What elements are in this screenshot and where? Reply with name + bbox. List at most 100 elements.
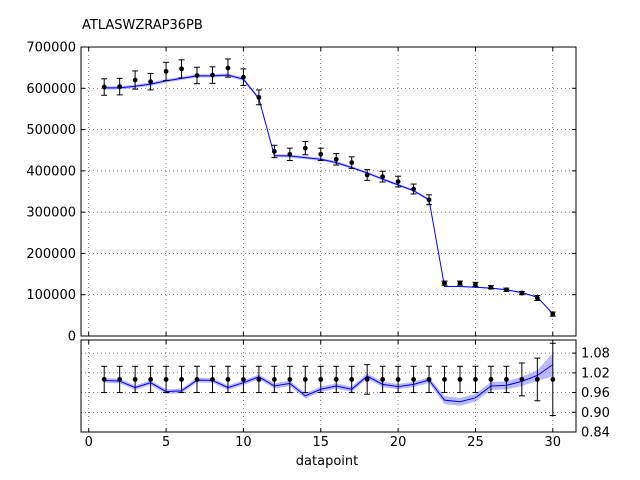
main-data-point — [426, 197, 432, 203]
ratio-data-point — [302, 377, 308, 382]
main-y-tick-label: 600000 — [26, 82, 76, 97]
x-tick-label: 5 — [162, 435, 170, 450]
main-data-point — [302, 145, 308, 151]
ratio-data-point — [241, 377, 246, 382]
ratio-data-point — [271, 377, 277, 382]
ratio-y-tick-label: 1.08 — [581, 347, 610, 362]
ratio-data-point — [132, 377, 138, 382]
ratio-data-point — [488, 377, 494, 382]
x-tick-label: 20 — [390, 435, 407, 450]
ratio-data-point — [473, 377, 478, 382]
main-y-tick-label: 100000 — [26, 288, 76, 303]
main-y-tick-label: 0 — [68, 330, 76, 345]
main-data-point — [287, 151, 293, 157]
main-data-point — [163, 68, 169, 74]
main-y-tick-label: 200000 — [26, 247, 76, 262]
ratio-data-point — [550, 377, 556, 382]
main-data-point — [364, 172, 370, 178]
main-data-point — [179, 66, 184, 72]
main-data-point — [117, 84, 123, 90]
main-data-point — [473, 281, 478, 287]
ratio-data-point — [426, 377, 432, 382]
main-data-point — [380, 174, 386, 180]
ratio-data-point — [534, 377, 540, 382]
main-data-point — [256, 94, 262, 100]
x-axis-label: datapoint — [296, 454, 358, 469]
main-theory-band — [104, 73, 553, 315]
ratio-theory-band-area — [104, 352, 553, 406]
ratio-data-point — [457, 377, 463, 382]
main-theory-line — [104, 74, 554, 315]
ratio-data-point — [163, 377, 169, 382]
ratio-theory-line — [104, 364, 554, 403]
main-y-tick-label: 500000 — [26, 123, 76, 138]
chart-title: ATLASWZRAP36PB — [82, 18, 203, 33]
ratio-plot-frame — [80, 339, 577, 433]
ratio-data-point — [318, 377, 324, 382]
ratio-data-point — [179, 377, 184, 382]
ratio-data-point — [287, 377, 293, 382]
x-tick-label: 25 — [467, 435, 484, 450]
ratio-y-tick-label: 1.02 — [581, 366, 610, 381]
main-data-point — [550, 311, 556, 317]
ratio-data-point — [364, 377, 370, 382]
main-data-point — [457, 280, 463, 286]
ratio-data-point — [395, 377, 401, 382]
main-y-ticks: 0 100000 200000 300000 400000 500000 600000 700… — [26, 41, 576, 345]
main-theory-line — [104, 74, 554, 315]
main-data-points — [101, 58, 556, 317]
ratio-data-point — [349, 377, 355, 382]
ratio-panel: 0.84 0.90 0.96 1.02 1.08 0 5 10 15 20 25 30 — [80, 339, 610, 450]
ratio-data-point — [194, 377, 200, 382]
ratio-data-point — [148, 377, 154, 382]
ratio-data-point — [117, 377, 123, 382]
x-tick-label: 0 — [85, 435, 93, 450]
main-y-tick-label: 300000 — [26, 206, 76, 221]
ratio-data-point — [442, 377, 447, 382]
main-data-point — [241, 74, 246, 80]
ratio-theory-band — [104, 352, 553, 406]
main-data-point — [101, 84, 107, 90]
main-data-point — [442, 280, 447, 286]
ratio-data-point — [411, 377, 416, 382]
main-y-tick-label: 700000 — [26, 41, 76, 56]
main-data-point — [225, 65, 231, 71]
ratio-data-point — [101, 377, 107, 382]
main-data-point — [395, 179, 401, 184]
main-data-point — [210, 72, 215, 78]
main-data-point — [318, 151, 324, 157]
ratio-theory-line — [104, 364, 554, 403]
main-theory-band-area — [104, 73, 553, 315]
main-panel: 0 100000 200000 300000 400000 500000 600000 700… — [26, 41, 577, 345]
main-data-point — [488, 284, 494, 290]
ratio-data-point — [519, 377, 525, 382]
ratio-y-tick-label: 0.96 — [581, 386, 610, 401]
main-data-point — [333, 156, 339, 162]
ratio-y-ticks: 0.84 0.90 0.96 1.02 1.08 — [572, 347, 610, 441]
ratio-y-tick-label: 0.84 — [581, 426, 610, 441]
ratio-y-tick-label: 0.90 — [581, 406, 610, 421]
ratio-data-point — [380, 377, 386, 382]
main-data-point — [349, 160, 355, 166]
main-data-point — [194, 73, 200, 78]
ratio-data-points — [101, 342, 556, 417]
x-ticks: 0 5 10 15 20 25 30 — [85, 340, 561, 450]
main-data-point — [411, 186, 416, 192]
ratio-data-point — [333, 377, 339, 382]
main-data-point — [534, 295, 540, 301]
x-tick-label: 10 — [235, 435, 252, 450]
main-data-point — [271, 149, 277, 154]
x-tick-label: 30 — [545, 435, 562, 450]
main-data-point — [132, 77, 138, 83]
ratio-data-point — [225, 377, 231, 382]
ratio-data-point — [256, 377, 262, 382]
main-plot-frame — [80, 46, 577, 337]
main-data-point — [148, 79, 154, 85]
main-y-tick-label: 400000 — [26, 164, 76, 179]
ratio-data-point — [503, 377, 509, 382]
main-data-point — [519, 290, 525, 296]
ratio-data-point — [210, 377, 215, 382]
x-tick-label: 15 — [312, 435, 329, 450]
main-data-point — [503, 287, 509, 293]
